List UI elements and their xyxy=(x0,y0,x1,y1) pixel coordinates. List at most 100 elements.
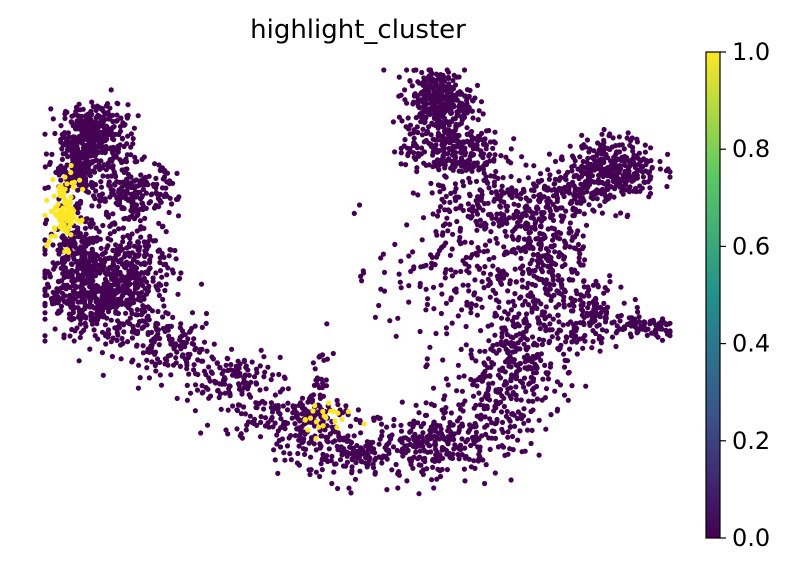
cell-point xyxy=(602,315,608,321)
cell-point xyxy=(324,423,330,429)
cell-point xyxy=(573,206,579,213)
cell-point xyxy=(411,421,417,427)
cell-point xyxy=(445,382,451,388)
cell-point xyxy=(424,128,431,134)
cell-point xyxy=(52,326,58,332)
cell-point xyxy=(390,119,396,125)
cell-point xyxy=(413,444,419,450)
cell-point xyxy=(396,271,402,277)
cell-point xyxy=(423,162,429,168)
cell-point xyxy=(556,254,562,260)
cell-point xyxy=(247,413,253,419)
cell-point xyxy=(459,145,465,151)
cell-point xyxy=(406,283,412,289)
cell-point xyxy=(125,305,131,311)
cell-point xyxy=(108,186,114,192)
cell-point xyxy=(179,333,185,339)
cell-point xyxy=(226,383,232,389)
cell-point xyxy=(390,444,397,450)
cell-point xyxy=(42,300,48,306)
cell-point xyxy=(290,404,296,410)
cell-point xyxy=(437,77,443,83)
cell-point xyxy=(563,339,569,345)
cell-point xyxy=(452,82,459,88)
cell-point xyxy=(261,354,267,360)
cell-point xyxy=(488,173,494,179)
cell-point xyxy=(435,157,441,163)
cell-point xyxy=(70,139,76,145)
cell-point xyxy=(502,359,509,365)
cell-point xyxy=(132,274,138,281)
cell-point xyxy=(499,330,505,336)
cell-point xyxy=(570,277,576,283)
cell-point xyxy=(394,447,400,454)
cell-point xyxy=(530,407,536,413)
cell-point xyxy=(416,105,423,111)
cell-point xyxy=(615,313,621,319)
cell-point xyxy=(420,215,427,221)
cell-point xyxy=(511,303,518,309)
cell-point xyxy=(43,151,50,157)
cell-point xyxy=(548,258,555,265)
cell-point xyxy=(191,341,197,347)
cell-point xyxy=(268,377,274,383)
cell-point xyxy=(367,455,373,461)
cell-point xyxy=(513,371,519,377)
cell-point xyxy=(323,377,329,383)
cell-point xyxy=(191,367,197,373)
cell-point xyxy=(157,197,163,203)
cell-point xyxy=(177,337,183,343)
cell-point xyxy=(567,346,573,352)
cell-point xyxy=(103,271,110,277)
cell-point xyxy=(152,161,158,167)
cell-point xyxy=(471,160,477,166)
cell-point xyxy=(425,449,431,455)
cell-point xyxy=(209,370,215,376)
cell-point xyxy=(166,209,172,216)
cell-point xyxy=(573,320,579,326)
cell-point xyxy=(387,318,393,324)
cell-point xyxy=(79,140,85,146)
cell-point xyxy=(384,424,390,430)
cell-point xyxy=(572,190,578,196)
cell-point xyxy=(547,282,553,288)
cell-point xyxy=(338,444,344,450)
cell-point xyxy=(556,347,562,353)
cell-point xyxy=(435,99,441,105)
cell-point xyxy=(546,253,552,259)
cell-point xyxy=(319,467,325,473)
cell-point xyxy=(438,430,445,437)
cell-point xyxy=(621,178,627,184)
cell-point xyxy=(440,153,446,159)
cell-point xyxy=(549,334,555,340)
cell-point xyxy=(601,126,607,133)
cell-point xyxy=(58,123,64,129)
cell-point xyxy=(532,282,539,289)
cell-point xyxy=(143,269,149,275)
cell-point xyxy=(318,443,324,449)
cell-point xyxy=(402,137,408,143)
cell-point xyxy=(457,234,463,241)
cell-point xyxy=(536,336,542,342)
cell-point xyxy=(502,369,508,375)
cell-point xyxy=(237,402,243,408)
cell-point xyxy=(103,341,109,347)
cell-point xyxy=(404,478,410,484)
cell-point xyxy=(132,280,138,286)
cell-point xyxy=(498,188,504,194)
cell-point xyxy=(299,402,305,408)
cell-point xyxy=(464,110,470,116)
cell-point xyxy=(124,113,130,119)
cell-point xyxy=(430,464,436,470)
cell-point xyxy=(322,427,328,433)
cell-point xyxy=(500,212,507,218)
cell-point xyxy=(486,338,492,344)
cell-point xyxy=(482,368,488,375)
cell-point xyxy=(442,129,448,135)
cell-point xyxy=(341,435,347,441)
cell-point xyxy=(395,485,401,491)
cell-point xyxy=(441,410,447,416)
cell-point xyxy=(410,434,416,440)
cell-point xyxy=(172,247,178,254)
